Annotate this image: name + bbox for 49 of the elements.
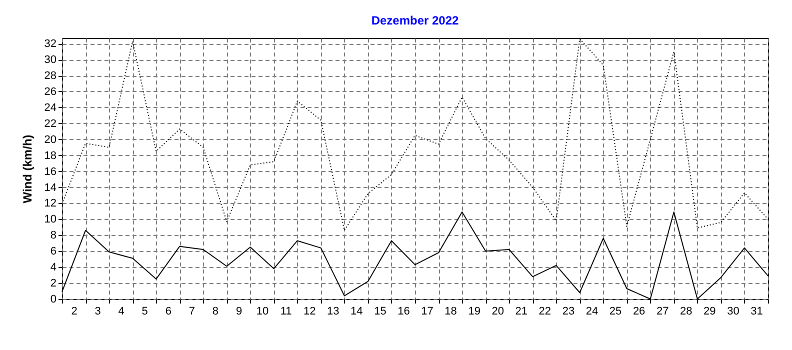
x-tick-label: 3 [94,306,101,318]
y-tick-label: 10 [44,214,56,226]
y-tick-label: 0 [50,294,56,306]
y-axis-title: Wind (km/h) [20,134,34,204]
x-tick-label: 2 [71,306,78,318]
y-tick-label: 12 [44,198,56,210]
x-tick-label: 21 [515,306,528,318]
y-tick-label: 24 [44,102,56,114]
x-tick-label: 8 [212,306,219,318]
x-tick-label: 29 [704,306,716,318]
x-tick-label: 7 [188,306,195,318]
x-tick-label: 13 [327,306,340,318]
x-tick-label: 28 [680,306,692,318]
x-tick-label: 22 [538,306,552,318]
x-tick-label: 15 [374,306,386,318]
y-tick-label: 26 [44,86,56,98]
y-tick-label: 18 [44,150,56,162]
x-tick-label: 6 [165,306,172,318]
x-tick-label: 18 [444,306,457,318]
y-tick-label: 22 [44,118,56,130]
y-tick-label: 6 [50,246,56,258]
y-tick-label: 32 [44,38,56,50]
x-tick-label: 17 [421,306,434,318]
y-tick-label: 16 [44,166,56,178]
x-tick-label: 26 [632,306,646,318]
y-tick-label: 2 [50,278,56,290]
x-tick-label: 4 [118,306,124,318]
x-tick-label: 23 [562,306,575,318]
x-tick-label: 31 [750,306,763,318]
x-tick-label: 27 [656,306,669,318]
x-tick-label: 9 [236,306,242,318]
x-tick-label: 30 [727,306,740,318]
x-tick-label: 25 [609,306,622,318]
y-tick-label: 28 [44,70,56,82]
chart-title: Dezember 2022 [371,14,460,28]
x-tick-label: 14 [350,306,363,318]
x-tick-label: 5 [142,306,148,318]
y-tick-label: 30 [44,54,56,66]
y-tick-label: 14 [44,182,56,194]
y-tick-label: 20 [44,134,56,146]
x-tick-label: 16 [398,306,410,318]
y-tick-label: 4 [50,262,56,274]
x-tick-label: 19 [468,306,480,318]
x-tick-label: 11 [280,306,292,318]
y-tick-label: 8 [50,230,56,242]
x-tick-label: 12 [303,306,316,318]
x-tick-label: 20 [492,306,504,318]
x-tick-label: 24 [586,306,598,318]
x-tick-label: 10 [256,306,269,318]
